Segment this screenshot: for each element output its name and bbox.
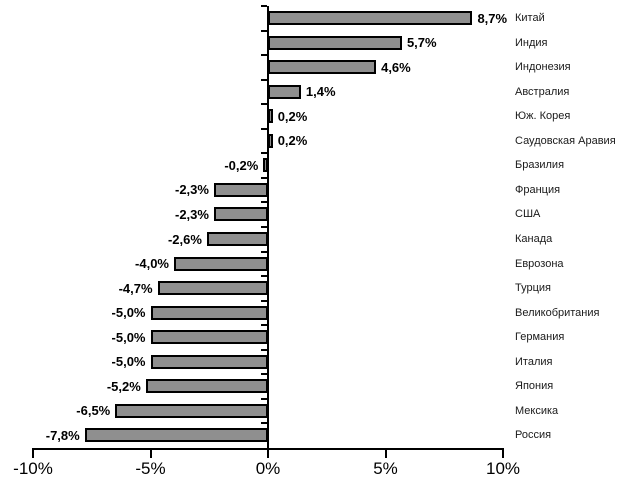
category-label: Россия xyxy=(515,429,552,442)
bar xyxy=(115,403,268,418)
bar-value-label: -6,5% xyxy=(76,403,111,419)
y-axis-tick xyxy=(261,127,267,130)
bar-value-label: 4,6% xyxy=(381,59,411,75)
bar xyxy=(268,109,273,124)
category-label: Австралия xyxy=(515,85,570,98)
category-label: Китай xyxy=(515,12,545,24)
y-axis-tick xyxy=(261,5,267,7)
bar-value-label: -0,2% xyxy=(224,157,259,173)
bar-value-label: -5,0% xyxy=(111,329,146,345)
x-axis-tick-label: 0% xyxy=(255,459,281,478)
bar-value-label: 0,2% xyxy=(277,108,308,124)
x-axis-tick xyxy=(32,448,34,458)
category-label: США xyxy=(515,208,541,221)
y-axis-tick xyxy=(261,29,267,32)
bar xyxy=(150,305,268,320)
bar-value-label: -4,7% xyxy=(118,280,153,296)
bar-value-label: -7,8% xyxy=(45,427,80,443)
bar xyxy=(268,11,473,25)
bar xyxy=(150,330,268,345)
y-axis-tick xyxy=(261,152,267,155)
bar xyxy=(157,281,268,296)
y-axis-line xyxy=(267,6,269,450)
category-label: Бразилия xyxy=(515,159,565,172)
category-label: Индонезия xyxy=(515,61,571,74)
category-label: Франция xyxy=(515,183,561,196)
y-axis-tick xyxy=(261,275,267,278)
y-axis-tick xyxy=(261,250,267,253)
bar xyxy=(145,379,268,394)
x-axis-tick-label: 10% xyxy=(485,459,521,478)
bar-value-label: -2,3% xyxy=(174,206,209,222)
bar xyxy=(268,60,377,75)
bar xyxy=(150,354,268,369)
category-label: Италия xyxy=(515,355,553,368)
category-label: Великобритания xyxy=(515,306,600,319)
bar xyxy=(206,232,268,246)
category-label: Еврозона xyxy=(515,257,564,270)
x-axis-tick-label: -10% xyxy=(13,459,53,478)
bar xyxy=(263,158,268,173)
bar-value-label: 5,7% xyxy=(406,35,437,51)
x-axis-tick xyxy=(502,448,504,458)
bar-value-label: -2,3% xyxy=(174,182,209,198)
x-axis-tick xyxy=(149,448,152,458)
y-axis-tick xyxy=(261,324,267,327)
y-axis-tick xyxy=(261,226,267,228)
x-axis-tick-label: -5% xyxy=(135,459,166,478)
category-label: Япония xyxy=(515,380,554,393)
y-axis-tick xyxy=(261,373,267,376)
y-axis-tick xyxy=(261,422,267,425)
category-label: Юж. Корея xyxy=(515,110,571,123)
bar-value-label: -2,6% xyxy=(167,231,202,247)
bar xyxy=(268,35,402,50)
bar xyxy=(84,428,268,443)
y-axis-tick xyxy=(261,348,267,351)
bar xyxy=(174,256,268,271)
bar-value-label: -5,0% xyxy=(111,354,146,370)
bar xyxy=(213,207,268,222)
category-label: Саудовская Аравия xyxy=(515,134,616,147)
bar-value-label: -5,2% xyxy=(106,378,141,394)
y-axis-tick xyxy=(261,299,267,302)
bar xyxy=(268,133,273,148)
bar-value-label: 0,2% xyxy=(277,133,308,149)
y-axis-tick xyxy=(261,54,267,57)
x-axis-tick xyxy=(384,448,387,458)
category-label: Индия xyxy=(515,36,548,49)
bar-value-label: -5,0% xyxy=(111,305,146,321)
bar-value-label: 8,7% xyxy=(477,10,508,26)
y-axis-tick xyxy=(261,201,267,204)
category-label: Германия xyxy=(515,331,565,344)
y-axis-tick xyxy=(261,176,267,179)
category-label: Мексика xyxy=(515,404,559,417)
bar xyxy=(268,84,301,99)
bar-value-label: -4,0% xyxy=(135,256,169,272)
bar-value-label: 1,4% xyxy=(305,84,336,100)
bar xyxy=(213,182,268,197)
y-axis-tick xyxy=(261,103,267,106)
category-label: Канада xyxy=(515,233,553,245)
y-axis-tick xyxy=(261,78,267,81)
x-axis-tick xyxy=(267,448,269,458)
x-axis-tick-label: 5% xyxy=(373,459,398,478)
y-axis-tick xyxy=(261,397,267,400)
category-label: Турция xyxy=(515,282,551,295)
